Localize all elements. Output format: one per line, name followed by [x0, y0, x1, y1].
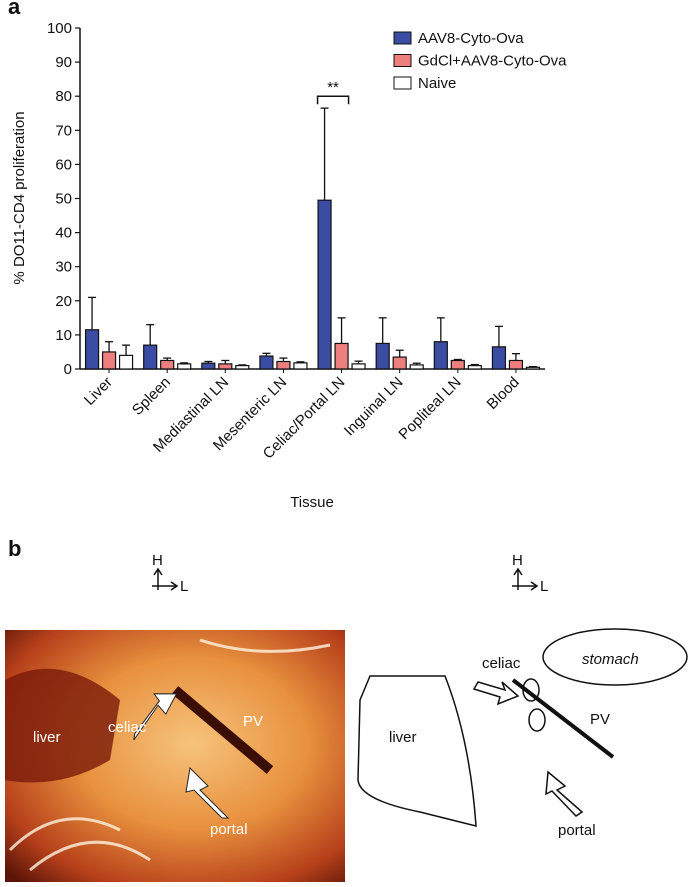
bar	[375, 342, 390, 370]
diagram-label: portal	[558, 822, 596, 839]
bar	[235, 364, 250, 370]
panel-label: b	[8, 536, 21, 561]
panel-label: a	[8, 0, 21, 19]
compass-label: L	[540, 578, 548, 595]
y-tick-label: 10	[55, 327, 72, 344]
bar	[467, 364, 482, 370]
x-tick-label: Popliteal LN	[395, 374, 464, 443]
y-tick-label: 70	[55, 122, 72, 139]
y-tick-label: 20	[55, 293, 72, 310]
photo	[5, 630, 345, 882]
legend-label: GdCl+AAV8-Cyto-Ova	[418, 53, 567, 70]
compass-label: H	[512, 552, 523, 569]
bar	[160, 359, 175, 370]
photo-label: portal	[210, 821, 248, 838]
diagram-label: celiac	[482, 655, 521, 672]
y-tick-label: 30	[55, 259, 72, 276]
bar	[84, 329, 100, 370]
y-tick-label: 100	[47, 20, 72, 37]
diagram-label: stomach	[582, 651, 639, 668]
bar	[409, 364, 424, 370]
bar	[201, 362, 216, 370]
bar	[276, 360, 291, 370]
photo-label: liver	[33, 729, 61, 746]
legend-swatch	[393, 31, 412, 45]
bar	[433, 341, 448, 370]
y-tick-label: 60	[55, 156, 72, 173]
compass-label: L	[180, 578, 188, 595]
legend-label: Naive	[418, 75, 456, 92]
y-tick-label: 90	[55, 54, 72, 71]
legend-swatch	[393, 54, 412, 67]
bar	[392, 356, 407, 370]
y-tick-label: 80	[55, 88, 72, 105]
bar	[450, 359, 465, 370]
bar	[118, 354, 134, 370]
bar	[351, 363, 366, 370]
x-tick-label: Spleen	[129, 374, 174, 419]
bar	[218, 363, 233, 370]
photo-label: PV	[243, 713, 263, 730]
diagram	[357, 628, 688, 827]
bar	[491, 346, 507, 370]
bar	[293, 362, 308, 370]
y-tick-label: 0	[64, 361, 72, 378]
bar	[101, 351, 117, 370]
bar	[259, 355, 274, 370]
legend-swatch	[393, 76, 412, 90]
x-axis-label: Tissue	[290, 494, 334, 511]
bar	[317, 199, 332, 370]
bar	[334, 342, 349, 370]
y-axis-label: % DO11-CD4 proliferation	[11, 111, 28, 284]
x-tick-label: Blood	[484, 374, 523, 413]
diagram-label: PV	[590, 711, 610, 728]
y-tick-label: 50	[55, 191, 72, 208]
bar	[143, 344, 158, 370]
compass	[152, 567, 539, 591]
significance-bracket	[316, 95, 350, 105]
annotation: **	[327, 79, 339, 96]
bar	[525, 366, 541, 370]
photo-label: celiac	[108, 719, 147, 736]
legend-label: AAV8-Cyto-Ova	[418, 30, 524, 47]
diagram-label: liver	[389, 729, 417, 746]
bar	[177, 363, 192, 370]
bar	[508, 359, 524, 370]
compass-label: H	[152, 552, 163, 569]
x-tick-label: Liver	[81, 374, 116, 409]
y-tick-label: 40	[55, 225, 72, 242]
